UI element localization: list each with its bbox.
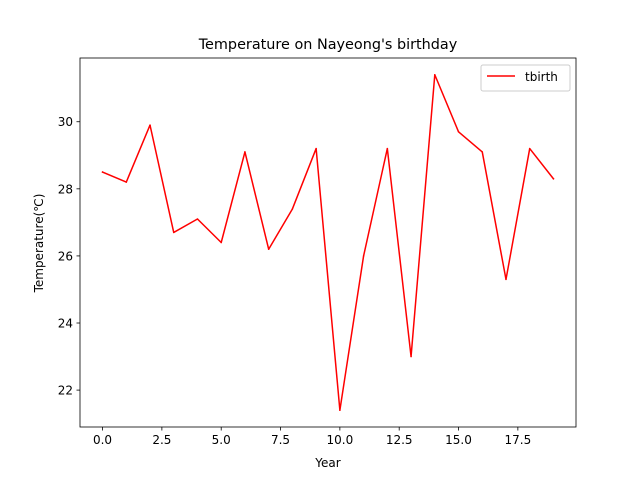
data-point [481, 151, 484, 153]
data-point [552, 178, 555, 180]
data-point [386, 147, 389, 150]
series-layer [101, 74, 555, 411]
x-tick-label: 12.5 [386, 433, 413, 447]
x-tick-label: 17.5 [504, 433, 531, 447]
data-point [362, 255, 365, 257]
data-point [149, 124, 151, 126]
y-tick-label: 30 [58, 115, 73, 129]
plot-frame [79, 57, 577, 428]
data-point [125, 181, 128, 183]
chart-title: Temperature on Nayeong's birthday [198, 37, 458, 53]
x-axis-ticks: 0.0 2.5 5.0 7.5 10.0 12.5 15.0 17.5 [93, 427, 531, 447]
x-tick-label: 7.5 [271, 433, 290, 447]
y-tick-label: 28 [58, 182, 73, 196]
x-tick-label: 10.0 [327, 433, 354, 447]
y-axis-label: Temperature(℃) [32, 194, 46, 294]
legend: tbirth [480, 64, 571, 92]
x-tick-label: 0.0 [93, 433, 112, 447]
x-axis-label: Year [314, 456, 340, 470]
x-tick-label: 2.5 [152, 433, 171, 447]
x-tick-label: 15.0 [445, 433, 472, 447]
data-point [101, 171, 104, 173]
series-line-tbirth [101, 74, 555, 411]
legend-box [480, 64, 571, 92]
data-point [434, 74, 436, 76]
x-tick-label: 5.0 [212, 433, 231, 447]
data-point [528, 147, 531, 150]
plot-area: 0.0 2.5 5.0 7.5 10.0 12.5 15.0 17.5 22 24 26 28 30 [58, 57, 577, 447]
y-tick-label: 24 [58, 317, 73, 331]
data-point [291, 208, 294, 210]
data-point [457, 131, 460, 133]
y-tick-label: 22 [58, 384, 73, 398]
data-point [505, 278, 507, 281]
y-axis-ticks: 22 24 26 28 30 [58, 115, 80, 398]
data-point [172, 231, 175, 234]
data-point [244, 151, 246, 153]
y-tick-label: 26 [58, 249, 73, 263]
legend-label-tbirth: tbirth [525, 70, 558, 84]
data-point [220, 241, 222, 244]
data-point [410, 355, 412, 358]
data-point [267, 248, 270, 250]
data-point [196, 218, 199, 220]
data-point [315, 147, 317, 150]
data-point [339, 409, 341, 411]
